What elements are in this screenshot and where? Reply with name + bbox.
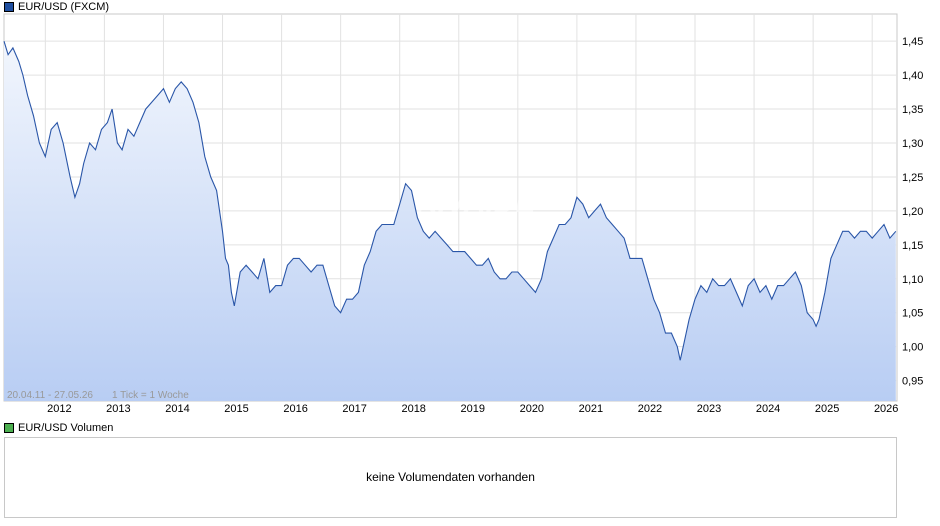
y-tick-label: 1,00 bbox=[902, 342, 923, 354]
volume-message: keine Volumendaten vorhanden bbox=[366, 470, 535, 484]
x-tick-label: 2022 bbox=[638, 403, 662, 415]
x-tick-label: 2018 bbox=[401, 403, 425, 415]
y-tick-label: 1,30 bbox=[902, 138, 923, 150]
y-tick-label: 1,40 bbox=[902, 70, 923, 82]
y-tick-label: 1,05 bbox=[902, 308, 923, 320]
range-info: 20.04.11 - 27.05.26 bbox=[7, 390, 93, 401]
y-tick-label: 0,95 bbox=[902, 376, 923, 388]
y-axis: 0,95 1,00 1,05 1,10 1,15 1,20 1,25 1,30 1,35 1,40… bbox=[902, 36, 923, 387]
x-tick-label: 2024 bbox=[756, 403, 780, 415]
tick-info: 1 Tick = 1 Woche bbox=[112, 390, 189, 401]
y-tick-label: 1,15 bbox=[902, 240, 923, 252]
x-tick-label: 2020 bbox=[520, 403, 544, 415]
x-tick-label: 2021 bbox=[579, 403, 603, 415]
y-tick-label: 1,35 bbox=[902, 104, 923, 116]
x-tick-label: 2019 bbox=[461, 403, 485, 415]
volume-panel: keine Volumendaten vorhanden bbox=[4, 437, 897, 518]
y-tick-label: 1,45 bbox=[902, 36, 923, 48]
volume-legend: EUR/USD Volumen bbox=[4, 422, 113, 434]
x-tick-label: 2017 bbox=[342, 403, 366, 415]
x-axis: 2012 2013 2014 2015 2016 2017 2018 2019 2020 2021… bbox=[47, 403, 898, 415]
x-tick-label: 2013 bbox=[106, 403, 130, 415]
main-legend-swatch bbox=[4, 2, 14, 12]
x-tick-label: 2014 bbox=[165, 403, 189, 415]
x-tick-label: 2023 bbox=[697, 403, 721, 415]
x-tick-label: 2026 bbox=[874, 403, 898, 415]
y-tick-label: 1,20 bbox=[902, 206, 923, 218]
watermark: ARIVA.DE bbox=[393, 186, 536, 219]
x-tick-label: 2025 bbox=[815, 403, 839, 415]
x-tick-label: 2016 bbox=[283, 403, 307, 415]
y-tick-label: 1,25 bbox=[902, 172, 923, 184]
volume-legend-swatch bbox=[4, 423, 14, 433]
volume-legend-label: EUR/USD Volumen bbox=[18, 422, 114, 434]
price-chart: ARIVA.DE 2012 2013 2014 2015 2016 2017 2018 201… bbox=[3, 13, 923, 415]
price-line bbox=[3, 41, 897, 361]
x-tick-label: 2015 bbox=[224, 403, 248, 415]
y-tick-label: 1,10 bbox=[902, 274, 923, 286]
main-legend-label: EUR/USD (FXCM) bbox=[18, 1, 110, 13]
main-legend: EUR/USD (FXCM) bbox=[4, 1, 109, 13]
price-area bbox=[4, 41, 896, 401]
x-tick-label: 2012 bbox=[47, 403, 71, 415]
